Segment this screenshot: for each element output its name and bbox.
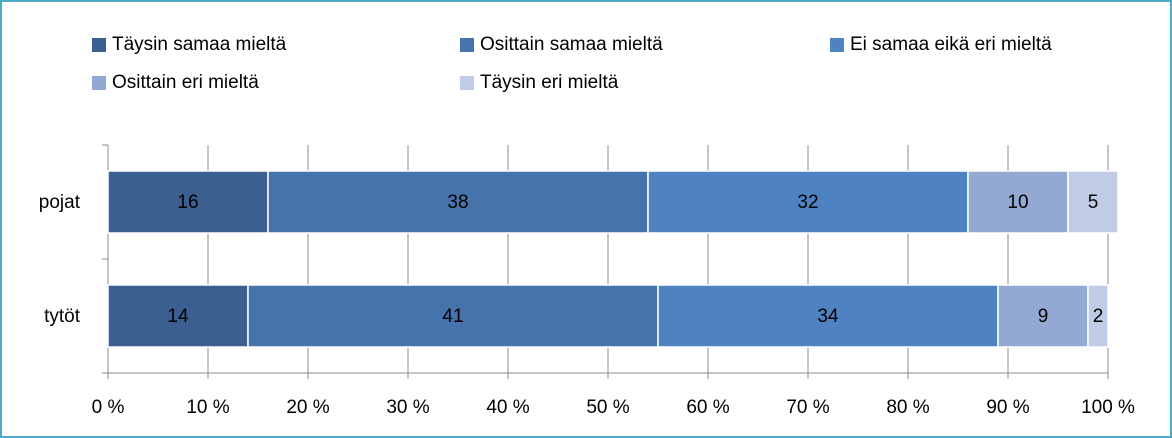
bar-segment xyxy=(1067,170,1119,234)
bar-segment xyxy=(247,284,659,348)
x-tick-label: 70 % xyxy=(786,397,829,418)
legend-swatch xyxy=(92,38,106,52)
legend-label: Ei samaa eikä eri mieltä xyxy=(850,34,1052,55)
x-tick-label: 90 % xyxy=(986,397,1029,418)
legend-label: Osittain samaa mieltä xyxy=(480,34,663,55)
data-label: 5 xyxy=(1088,192,1099,213)
legend-swatch xyxy=(460,38,474,52)
data-label: 14 xyxy=(167,306,189,327)
x-tick-label: 60 % xyxy=(686,397,729,418)
data-label: 16 xyxy=(177,192,198,213)
data-label: 34 xyxy=(817,306,839,327)
x-tick-label: 40 % xyxy=(486,397,529,418)
bar-segment xyxy=(647,170,969,234)
data-label: 10 xyxy=(1007,192,1028,213)
y-tick-label: pojat xyxy=(39,192,81,213)
bar-segment xyxy=(657,284,999,348)
legend-label: Osittain eri mieltä xyxy=(112,72,259,93)
y-tick-label: tytöt xyxy=(44,306,81,327)
legend-label: Täysin eri mieltä xyxy=(480,72,619,93)
legend-swatch xyxy=(830,38,844,52)
bar-segment xyxy=(107,284,249,348)
data-label: 9 xyxy=(1038,306,1049,327)
x-tick-label: 30 % xyxy=(386,397,429,418)
x-tick-label: 20 % xyxy=(286,397,329,418)
legend-swatch xyxy=(92,76,106,90)
bar-segment xyxy=(1087,284,1109,348)
x-tick-label: 10 % xyxy=(186,397,229,418)
legend-swatch xyxy=(460,76,474,90)
legend-label: Täysin samaa mieltä xyxy=(112,34,287,55)
x-tick-label: 100 % xyxy=(1081,397,1135,418)
x-tick-label: 0 % xyxy=(92,397,125,418)
bar-segment xyxy=(967,170,1069,234)
bar-segment xyxy=(267,170,649,234)
data-label: 32 xyxy=(797,192,818,213)
bar-segment xyxy=(997,284,1089,348)
data-label: 41 xyxy=(442,306,463,327)
data-label: 38 xyxy=(447,192,468,213)
x-tick-label: 80 % xyxy=(886,397,929,418)
x-tick-label: 50 % xyxy=(586,397,629,418)
data-label: 2 xyxy=(1093,306,1104,327)
